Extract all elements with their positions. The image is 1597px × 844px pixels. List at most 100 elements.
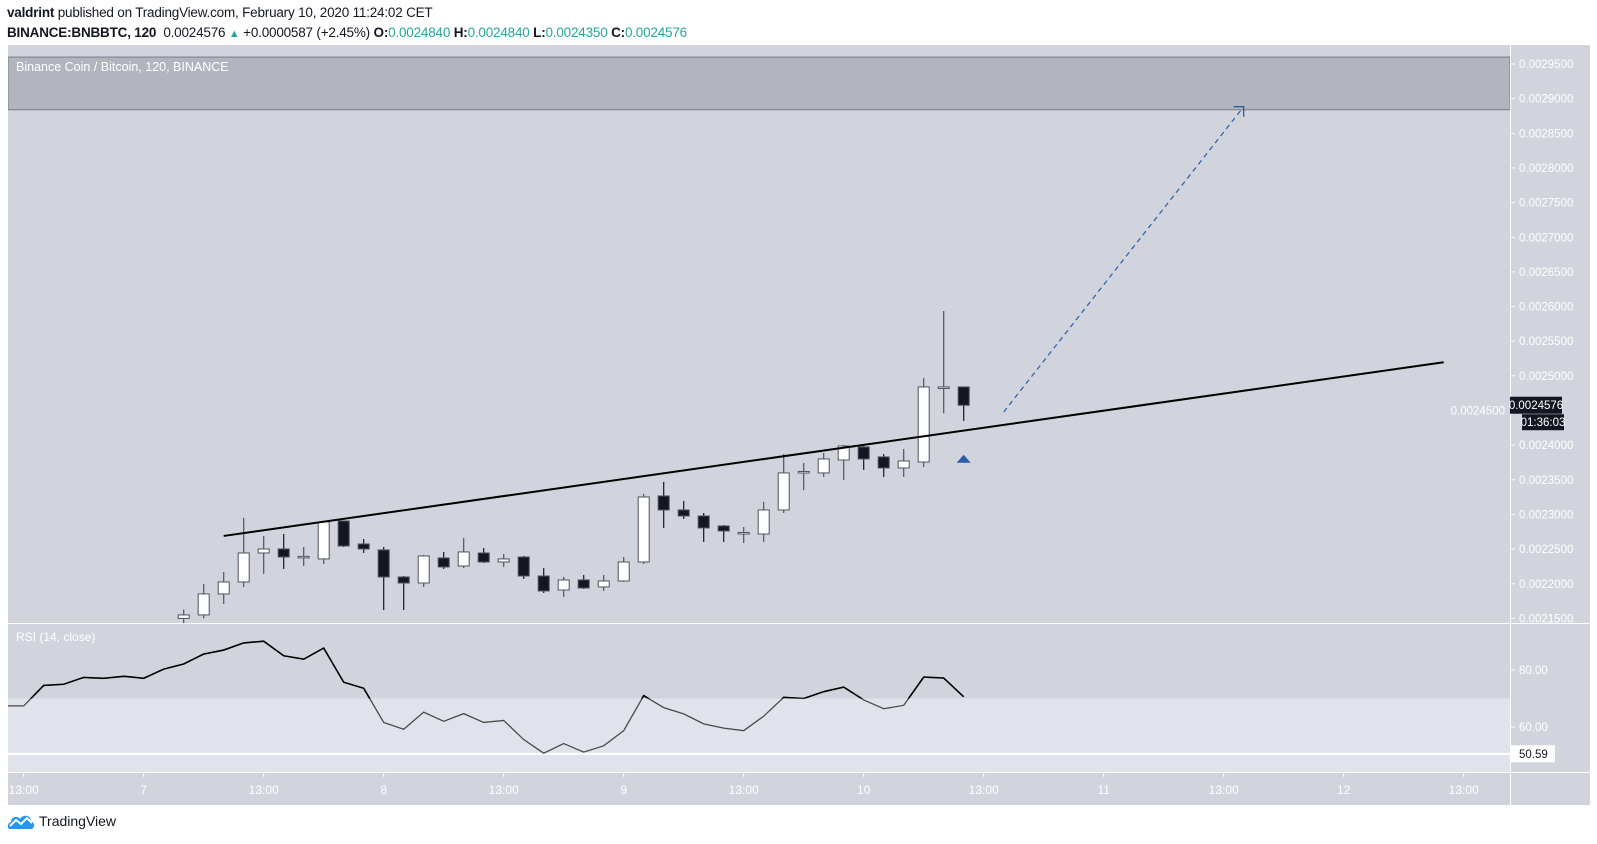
candle	[317, 520, 330, 564]
candle-body	[217, 581, 230, 595]
time-axis[interactable]: 13:00 7 13:00 8 13:00 9 13:00 10 13:00 11 13:00 12 1…	[9, 773, 1479, 797]
price-tick-label: 0.0028500	[1519, 128, 1573, 140]
rsi-line-overbought	[29, 640, 965, 699]
candle-body	[257, 548, 270, 554]
candle	[737, 526, 750, 544]
candle-body	[537, 575, 550, 592]
candle-body	[857, 446, 870, 460]
candle	[837, 444, 850, 481]
candle-body	[897, 460, 910, 469]
trendline[interactable]	[223, 361, 1444, 537]
candle-body	[417, 555, 430, 584]
open-label: O:	[373, 25, 389, 40]
candle	[697, 512, 710, 542]
candle-body	[637, 496, 650, 563]
rsi-line-tag-text: 50.59	[1519, 749, 1548, 761]
rsi-line-tag	[1510, 745, 1555, 763]
time-tick-label: 8	[380, 783, 387, 797]
candle	[557, 576, 570, 597]
candle-body	[757, 509, 770, 535]
candle-body	[697, 515, 710, 529]
candle	[777, 453, 790, 513]
candle-body	[517, 556, 530, 577]
bar-countdown-text: 01:36:03	[1521, 417, 1566, 429]
time-tick-label: 13:00	[729, 783, 759, 797]
candle	[497, 553, 510, 567]
projection-arrow-line[interactable]	[1003, 106, 1245, 413]
candle	[417, 554, 430, 587]
candle-body	[597, 580, 610, 588]
candle	[437, 551, 450, 569]
candle-body	[357, 543, 370, 550]
bar-countdown-tag	[1522, 414, 1564, 431]
rsi-tick-label: 60.00	[1519, 722, 1548, 734]
arrow-head-icon	[1233, 106, 1245, 117]
time-tick-label: 11	[1097, 783, 1110, 797]
candle-body	[917, 386, 930, 463]
time-tick-label: 13:00	[9, 783, 39, 797]
candle-body	[797, 470, 810, 474]
candle-body	[177, 614, 190, 619]
axis-price-labels: 0.0024576 01:36:03 50.59	[1509, 396, 1566, 763]
candle	[537, 568, 550, 593]
candle	[937, 310, 950, 414]
candle-body	[377, 549, 390, 578]
arrow-up-icon	[956, 454, 971, 463]
price-tick-label: 0.0027500	[1519, 198, 1573, 210]
time-tick-label: 13:00	[249, 783, 279, 797]
author-name[interactable]: valdrint	[7, 5, 55, 20]
candle	[477, 547, 490, 563]
tradingview-logo-text: TradingView	[39, 813, 117, 829]
candle	[757, 501, 770, 542]
high-value: 0.0024840	[467, 25, 530, 40]
price-tick-label: 0.0029000	[1519, 94, 1573, 106]
time-tick-label: 7	[140, 783, 147, 797]
tradingview-logo[interactable]: TradingView	[7, 812, 116, 830]
rsi-plot	[8, 640, 1510, 772]
price-tick-label: 0.0023500	[1519, 475, 1573, 487]
close-label: C:	[611, 25, 625, 40]
candle-body	[837, 445, 850, 461]
time-tick-label: 13:00	[1209, 783, 1239, 797]
price-tick-label: 0.0025500	[1519, 336, 1573, 348]
rsi-title: RSI (14, close)	[16, 630, 95, 644]
candle-body	[957, 386, 970, 406]
candle-body	[197, 593, 210, 616]
candle-body	[397, 576, 410, 584]
last-price-tag-text: 0.0024576	[1509, 400, 1563, 412]
candle	[917, 377, 930, 467]
rsi-pane[interactable]	[4, 640, 1510, 812]
low-value: 0.0024350	[545, 25, 608, 40]
candle	[197, 583, 210, 619]
price-up-icon: ▲	[228, 28, 240, 40]
price-pane[interactable]	[8, 56, 1510, 625]
candle	[357, 538, 370, 553]
candle-body	[317, 521, 330, 560]
publish-info: valdrint published on TradingView.com, F…	[7, 5, 433, 20]
rsi-tick-label: 80.00	[1519, 665, 1548, 677]
candle-body	[277, 548, 290, 558]
price-tick-label: 0.0027000	[1519, 232, 1573, 244]
price-tick-label: 0.0021500	[1519, 613, 1573, 625]
price-axis[interactable]: 0.0029500 0.0029000 0.0028500 0.0028000 0.00…	[1451, 59, 1574, 625]
time-tick-label: 10	[857, 783, 871, 797]
candle	[177, 609, 190, 623]
rsi-axis[interactable]: 80.00 60.00	[1510, 665, 1548, 734]
price-tick-label: 0.0023000	[1519, 509, 1573, 521]
time-tick-label: 13:00	[489, 783, 519, 797]
candle-body	[477, 552, 490, 563]
candle	[457, 537, 470, 569]
price-tick-label: 0.0028000	[1519, 163, 1573, 175]
low-label: L:	[533, 25, 546, 40]
candle	[677, 500, 690, 519]
candle-body	[737, 531, 750, 535]
resistance-zone[interactable]	[8, 56, 1510, 111]
symbol-label: BINANCE:BNBBTC, 120	[7, 25, 157, 40]
candle-body	[297, 555, 310, 559]
last-price: 0.0024576	[163, 25, 226, 40]
candle-body	[817, 458, 830, 474]
price-tick-label: 0.0024000	[1519, 440, 1573, 452]
time-tick-label: 12	[1337, 783, 1351, 797]
candle-body	[717, 525, 730, 532]
